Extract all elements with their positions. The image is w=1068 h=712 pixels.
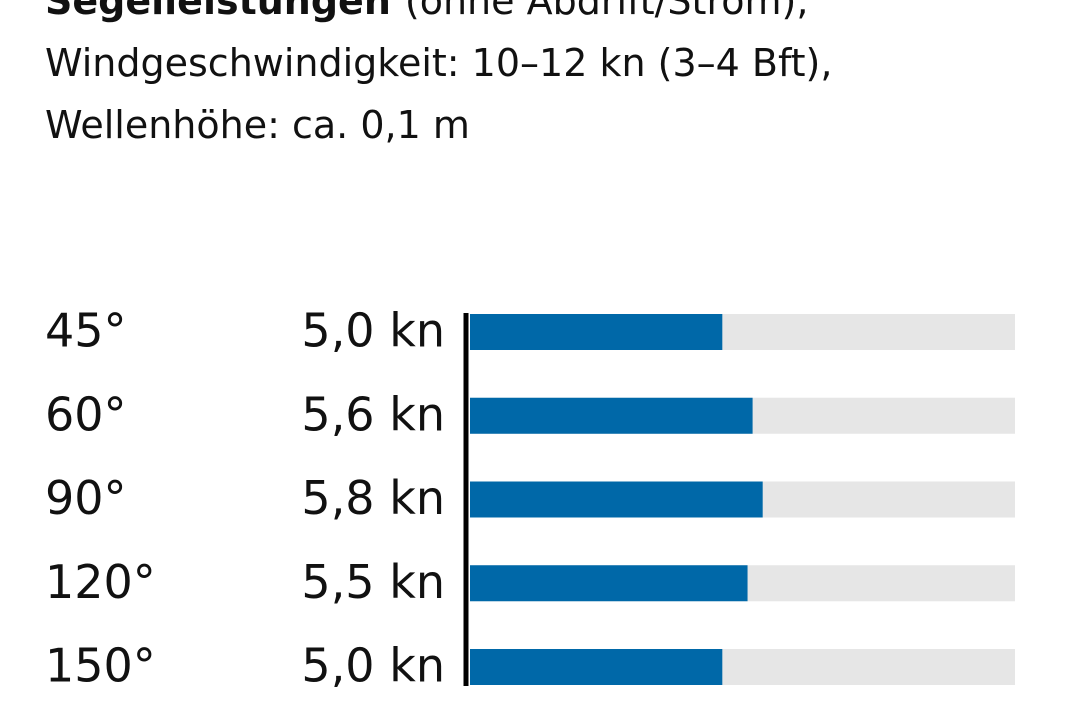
value-label: 5,8 kn [301,471,445,525]
bar [470,565,748,602]
bar [470,481,763,518]
chart-title: Segelleistungen [45,0,391,23]
subtitle: Windgeschwindigkeit: 10–12 kn (3–4 Bft), [45,41,832,85]
category-label: 60° [45,387,127,441]
value-label: 5,6 kn [301,387,445,441]
value-label: 5,0 kn [301,304,445,358]
category-label: 45° [45,304,127,358]
subtitle: Wellenhöhe: ca. 0,1 m [45,103,470,147]
value-label: 5,5 kn [301,555,445,609]
bar [470,649,723,685]
category-label: 150° [45,639,156,693]
bar [470,314,723,350]
category-label: 90° [45,471,127,525]
bar [470,397,753,434]
value-label: 5,0 kn [301,639,445,693]
subtitle: (ohne Abdrift/Strom), [405,0,809,23]
category-label: 120° [45,555,156,609]
